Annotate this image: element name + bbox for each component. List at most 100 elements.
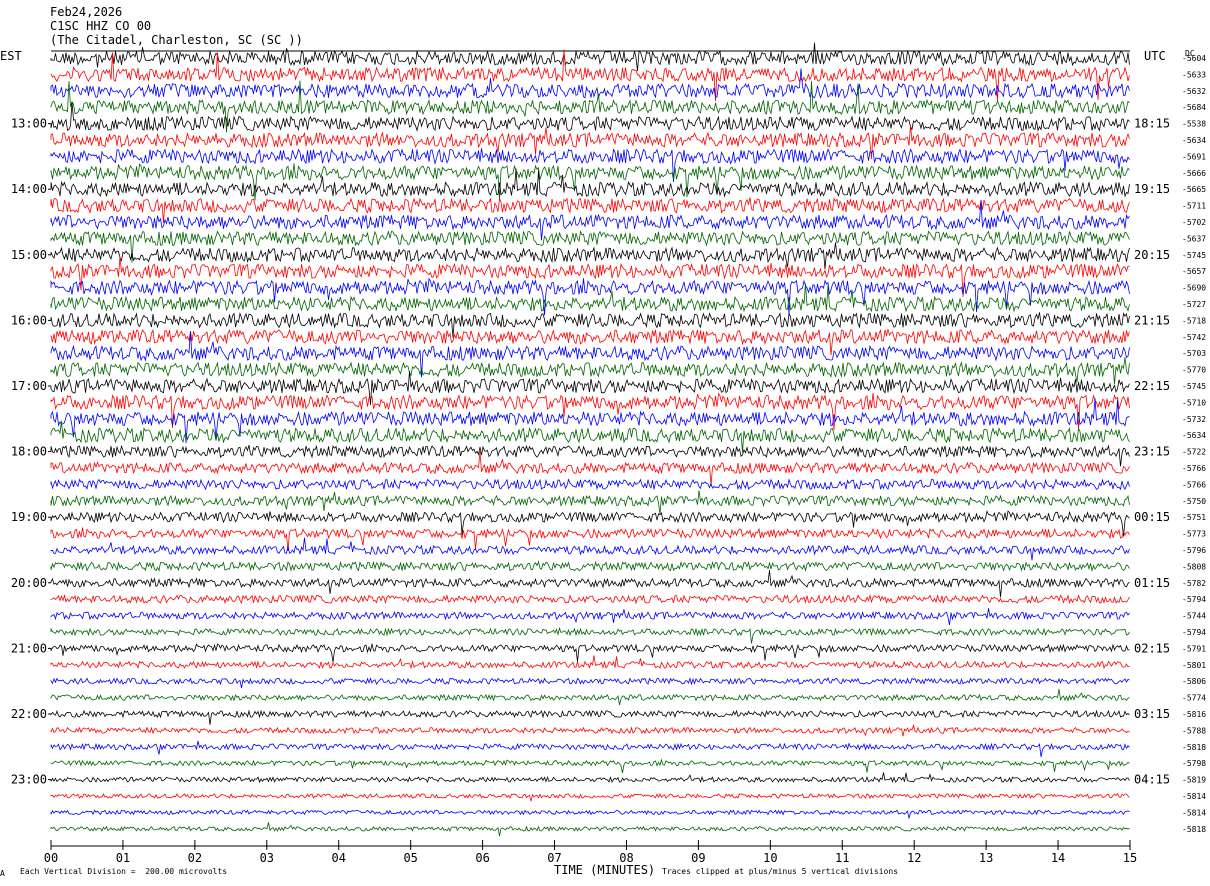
dc-offset-label: -5773: [1182, 530, 1206, 539]
trace-row: [50, 162, 1130, 201]
trace-row: [50, 197, 1130, 223]
dc-offset-label: -5691: [1182, 152, 1206, 161]
dc-offset-label: -5633: [1182, 70, 1206, 79]
dc-offset-label: -5702: [1182, 218, 1206, 227]
x-tick-label: 03: [260, 851, 274, 865]
trace-row: [50, 42, 1130, 72]
dc-offset-label: -5816: [1182, 710, 1206, 719]
x-tick-label: 10: [763, 851, 777, 865]
left-hour-label: 23:00: [11, 773, 47, 787]
dc-offset-label: -5742: [1182, 333, 1206, 342]
trace-row: [50, 283, 1130, 313]
x-tick-label: 15: [1123, 851, 1137, 865]
trace-row: [50, 510, 1130, 537]
left-timezone-label: EST: [0, 49, 22, 63]
x-tick-label: 08: [619, 851, 633, 865]
x-tick-label: 14: [1051, 851, 1065, 865]
dc-offset-label: -5814: [1182, 792, 1206, 801]
trace-row: [50, 560, 1130, 573]
trace-row: [50, 822, 1130, 837]
trace-row: [50, 709, 1130, 725]
date-label: Feb24,2026: [50, 5, 123, 19]
dc-offset-label: -5690: [1182, 284, 1206, 293]
dc-offset-label: -5814: [1182, 808, 1206, 817]
x-tick-label: 05: [403, 851, 417, 865]
trace-row: [50, 758, 1130, 773]
trace-row: [50, 371, 1130, 406]
x-tick-label: 04: [332, 851, 346, 865]
x-tick-label: 07: [547, 851, 561, 865]
dc-offset-label: -5722: [1182, 448, 1206, 457]
x-tick-label: 09: [691, 851, 705, 865]
dc-offset-label: -5604: [1182, 54, 1206, 63]
dc-offset-label: -5727: [1182, 300, 1206, 309]
right-hour-label: 01:15: [1134, 576, 1170, 590]
dc-offset-label: -5666: [1182, 169, 1206, 178]
scale-note: Each Vertical Division = 200.00 microvol…: [20, 867, 228, 876]
dc-offset-label: -5634: [1182, 431, 1206, 440]
right-hour-label: 02:15: [1134, 641, 1170, 655]
dc-offset-label: -5794: [1182, 595, 1206, 604]
trace-row: [50, 311, 1130, 338]
x-tick-label: 06: [475, 851, 489, 865]
left-hour-label: 22:00: [11, 707, 47, 721]
dc-offset-label: -5632: [1182, 87, 1206, 96]
trace-row: [50, 49, 1130, 102]
dc-offset-label: -5745: [1182, 382, 1206, 391]
trace-row: [50, 68, 1130, 100]
dc-offset-label: -5796: [1182, 546, 1206, 555]
trace-row: [50, 125, 1130, 160]
dc-offset-label: -5710: [1182, 398, 1206, 407]
trace-row: [50, 688, 1130, 705]
dc-offset-label: -5791: [1182, 644, 1206, 653]
x-tick-label: 02: [188, 851, 202, 865]
dc-offset-label: -5750: [1182, 497, 1206, 506]
dc-offset-label: -5798: [1182, 759, 1206, 768]
left-hour-label: 16:00: [11, 313, 47, 327]
dc-offset-label: -5766: [1182, 480, 1206, 489]
dc-offset-label: -5801: [1182, 661, 1206, 670]
right-hour-label: 18:15: [1134, 117, 1170, 131]
left-hour-label: 19:00: [11, 510, 47, 524]
trace-row: [50, 772, 1130, 784]
right-hour-label: 00:15: [1134, 510, 1170, 524]
left-hour-label: 18:00: [11, 445, 47, 459]
channel-label: C1SC HHZ CO 00: [50, 19, 152, 33]
right-hour-label: 21:15: [1134, 313, 1170, 327]
dc-offset-label: -5819: [1182, 776, 1206, 785]
right-hour-label: 04:15: [1134, 773, 1170, 787]
trace-row: [50, 80, 1130, 133]
trace-row: [50, 444, 1130, 467]
trace-row: [50, 148, 1130, 183]
x-axis-label: TIME (MINUTES): [554, 863, 656, 877]
trace-row: [50, 643, 1130, 663]
clip-note: Traces clipped at plus/minus 5 vertical …: [662, 867, 899, 876]
dc-offset-label: -5634: [1182, 136, 1206, 145]
x-tick-label: 01: [116, 851, 130, 865]
corner-mark: A: [0, 869, 5, 878]
right-hour-label: 23:15: [1134, 445, 1170, 459]
left-hour-label: 20:00: [11, 576, 47, 590]
dc-offset-label: -5774: [1182, 694, 1206, 703]
dc-offset-label: -5818: [1182, 825, 1206, 834]
right-hour-label: 19:15: [1134, 182, 1170, 196]
dc-offset-label: -5782: [1182, 579, 1206, 588]
dc-offset-label: -5657: [1182, 267, 1206, 276]
dc-offset-label: -5806: [1182, 677, 1206, 686]
dc-offset-label: -5665: [1182, 185, 1206, 194]
trace-row: [50, 740, 1130, 758]
trace-row: [50, 792, 1130, 802]
station-label: (The Citadel, Charleston, SC (SC )): [50, 33, 303, 47]
dc-offset-label: -5744: [1182, 612, 1206, 621]
trace-row: [50, 256, 1130, 297]
trace-row: [50, 527, 1130, 551]
dc-offset-label: -5538: [1182, 120, 1206, 129]
x-tick-label: 13: [979, 851, 993, 865]
x-tick-label: 11: [835, 851, 849, 865]
trace-row: [50, 420, 1130, 453]
trace-row: [50, 328, 1130, 356]
trace-row: [50, 101, 1130, 132]
right-hour-label: 20:15: [1134, 248, 1170, 262]
dc-offset-label: -5637: [1182, 234, 1206, 243]
